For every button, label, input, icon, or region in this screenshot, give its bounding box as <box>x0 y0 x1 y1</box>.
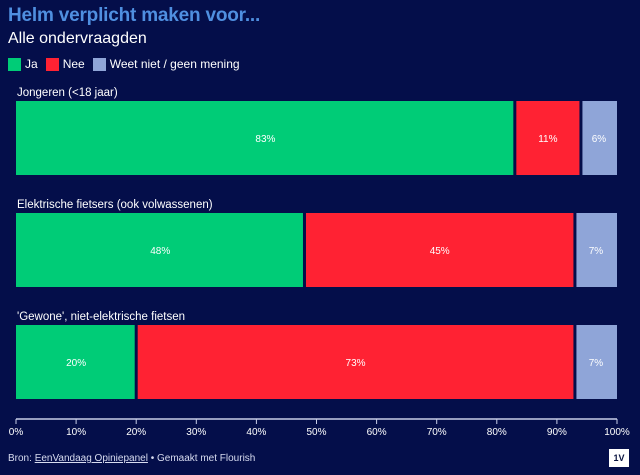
legend-swatch-ja <box>8 57 21 71</box>
x-tick-label: 60% <box>367 427 387 438</box>
legend-swatch-weet-niet <box>92 57 106 71</box>
bar-segment-ja[interactable] <box>16 213 303 287</box>
bar-segment-nee[interactable] <box>516 101 580 175</box>
x-tick-label: 40% <box>246 427 266 438</box>
bar-segment-ja[interactable] <box>16 325 135 399</box>
bar-segment-weet[interactable] <box>576 325 617 399</box>
data-label: 11% <box>538 134 557 145</box>
x-tick-label: 70% <box>427 427 447 438</box>
bar-segment-weet[interactable] <box>576 213 617 287</box>
source-prefix: Bron: <box>8 453 35 464</box>
category-label: Jongeren (<18 jaar) <box>17 87 118 99</box>
bar-segment-nee[interactable] <box>137 325 574 399</box>
x-tick-label: 0% <box>9 427 24 438</box>
x-tick-label: 90% <box>547 427 567 438</box>
legend-label-ja: Ja <box>25 57 38 71</box>
legend-label-nee: Nee <box>62 57 85 71</box>
legend-item-ja[interactable]: Ja <box>8 57 38 71</box>
legend-label-weet-niet: Weet niet / geen mening <box>109 57 240 71</box>
source-link[interactable]: EenVandaag Opiniepanel <box>34 453 148 464</box>
x-tick-label: 80% <box>487 427 507 438</box>
data-label: 48% <box>150 246 170 257</box>
data-label: 7% <box>589 246 604 257</box>
bar-segment-weet[interactable] <box>582 101 617 175</box>
chart-title: Helm verplicht maken voor... <box>8 5 261 26</box>
legend-item-weet-niet[interactable]: Weet niet / geen mening <box>92 57 240 71</box>
x-tick-label: 20% <box>126 427 146 438</box>
category-label: 'Gewone', niet-elektrische fietsen <box>17 311 185 323</box>
x-tick-label: 10% <box>66 427 86 438</box>
category-label: Elektrische fietsers (ook volwassenen) <box>17 199 213 211</box>
data-label: 73% <box>346 358 366 369</box>
x-tick-label: 50% <box>306 427 326 438</box>
legend: Ja Nee Weet niet / geen mening <box>8 57 248 71</box>
legend-item-nee[interactable]: Nee <box>45 57 85 71</box>
made-with-text: • Gemaakt met Flourish <box>147 453 256 464</box>
footer: Bron: EenVandaag Opiniepanel • Gemaakt m… <box>8 453 255 464</box>
data-label: 20% <box>66 358 86 369</box>
x-tick-label: 30% <box>186 427 206 438</box>
data-label: 45% <box>430 246 450 257</box>
legend-swatch-nee <box>45 57 59 71</box>
data-label: 6% <box>592 134 607 145</box>
data-label: 7% <box>589 358 604 369</box>
eenvandaag-logo: 1V <box>609 449 629 467</box>
x-tick-label: 100% <box>604 427 630 438</box>
bar-segment-ja[interactable] <box>16 101 514 175</box>
data-label: 83% <box>255 134 275 145</box>
bar-segment-nee[interactable] <box>305 213 574 287</box>
chart-subtitle: Alle ondervraagden <box>8 30 147 47</box>
